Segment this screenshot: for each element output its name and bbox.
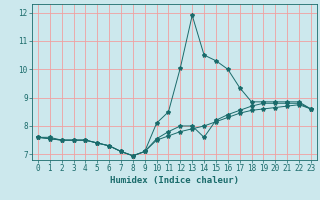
X-axis label: Humidex (Indice chaleur): Humidex (Indice chaleur) xyxy=(110,176,239,185)
